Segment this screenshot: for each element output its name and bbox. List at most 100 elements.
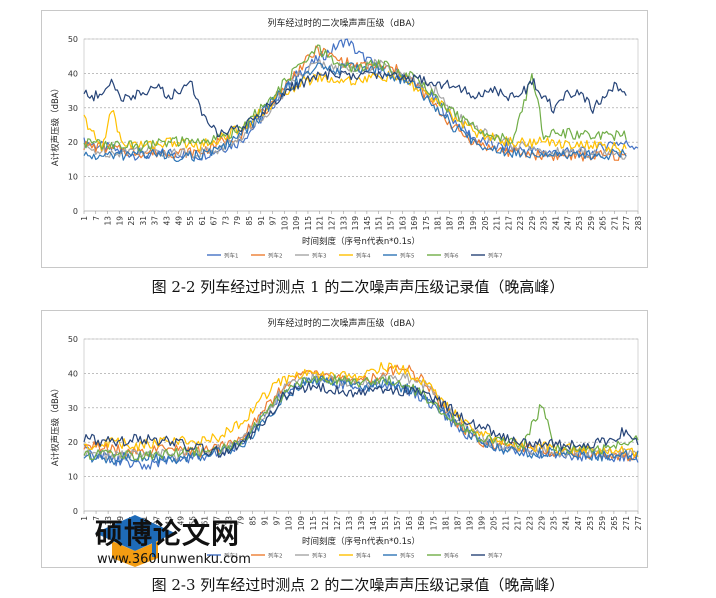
x-tick-label: 193 [465,516,474,531]
x-tick-label: 193 [457,216,466,231]
x-tick-label: 211 [502,516,511,531]
legend-item: 列车1 [207,552,239,560]
x-tick-label: 235 [550,516,559,531]
x-tick-label: 13 [104,216,113,226]
legend-label: 列车1 [224,252,239,260]
x-tick-label: 199 [469,216,478,231]
legend-label: 列车6 [444,552,459,560]
legend-label: 列车4 [356,552,371,560]
x-tick-label: 97 [273,516,282,526]
x-tick-label: 205 [489,516,498,531]
x-tick-label: 73 [221,216,230,226]
x-tick-label: 151 [375,216,384,231]
x-tick-label: 85 [245,216,254,226]
y-tick-label: 40 [68,69,78,78]
y-axis-label: A计权声压级（dBA） [50,384,61,466]
x-tick-label: 43 [164,516,173,526]
x-tick-label: 277 [622,216,631,231]
watermark-url: www.360lunwenku.com [97,552,251,567]
x-tick-label: 259 [598,516,607,531]
plot-area [83,338,639,512]
x-tick-label: 259 [587,216,596,231]
x-tick-label: 73 [225,516,234,526]
x-tick-label: 211 [493,216,502,231]
y-tick-label: 0 [73,507,78,516]
x-tick-label: 91 [257,216,266,226]
watermark-logo-icon [95,515,175,567]
x-tick-label: 271 [610,216,619,231]
x-tick-label: 25 [127,216,136,226]
legend-label: 列车2 [268,552,283,560]
legend-item: 列车6 [427,252,459,260]
x-tick-label: 127 [328,216,337,231]
x-tick-label: 109 [297,516,306,531]
y-tick-label: 10 [68,473,78,482]
x-tick-label: 157 [386,216,395,231]
x-tick-label: 61 [200,516,209,526]
x-tick-label: 109 [292,216,301,231]
y-tick-label: 30 [68,404,78,413]
x-tick-label: 121 [316,216,325,231]
legend-item: 列车2 [251,552,283,560]
legend-label: 列车2 [268,252,283,260]
legend-item: 列车2 [251,252,283,260]
x-tick-label: 175 [429,516,438,531]
legend-label: 列车6 [444,252,459,260]
x-tick-label: 19 [116,516,125,526]
legend-item: 列车4 [339,552,371,560]
x-tick-label: 139 [351,216,360,231]
x-axis-label: 时间刻度（序号n代表n*0.1s） [302,236,420,247]
series-line-6 [83,44,627,152]
x-tick-label: 181 [441,516,450,531]
legend-label: 列车5 [400,552,415,560]
x-tick-label: 121 [321,516,330,531]
x-tick-label: 217 [514,516,523,531]
legend-label: 列车1 [224,552,239,560]
x-tick-label: 19 [115,216,124,226]
x-tick-label: 7 [92,216,101,221]
x-tick-label: 283 [634,216,643,231]
y-tick-label: 30 [68,104,78,113]
legend-item: 列车7 [471,552,503,560]
series-line-7 [83,381,639,458]
chart-title: 列车经过时的二次噪声声压级（dBA） [267,317,420,329]
x-tick-label: 67 [210,216,219,226]
legend-item: 列车7 [471,252,503,260]
x-tick-label: 223 [516,216,525,231]
x-tick-label: 103 [285,516,294,531]
x-tick-label: 169 [410,216,419,231]
y-tick-label: 20 [68,138,78,147]
x-tick-label: 247 [574,516,583,531]
y-tick-label: 50 [68,35,78,44]
chart-1: 列车经过时的二次噪声声压级（dBA） 0 10 20 30 40 50 1 7 13 19 25 31 3… [41,10,648,268]
x-tick-label: 55 [186,216,195,226]
x-tick-label: 163 [398,216,407,231]
legend-label: 列车7 [488,252,503,260]
x-tick-label: 277 [634,516,643,531]
x-tick-label: 97 [269,216,278,226]
series-line-2 [83,364,639,462]
x-tick-label: 175 [422,216,431,231]
legend-item: 列车3 [295,552,327,560]
chart-title: 列车经过时的二次噪声声压级（dBA） [267,17,420,29]
x-tick-label: 49 [174,216,183,226]
y-tick-label: 0 [73,207,78,216]
x-tick-label: 241 [551,216,560,231]
x-tick-label: 235 [540,216,549,231]
x-tick-label: 157 [393,516,402,531]
y-tick-label: 50 [68,335,78,344]
x-tick-label: 145 [363,216,372,231]
x-axis-label: 时间刻度（序号n代表n*0.1s） [302,536,420,547]
x-tick-label: 265 [610,516,619,531]
legend-item: 列车5 [383,252,415,260]
x-tick-label: 187 [445,216,454,231]
x-tick-label: 151 [381,516,390,531]
x-tick-label: 13 [104,516,113,526]
y-tick-label: 20 [68,438,78,447]
series-line-5 [83,375,639,466]
series-line-7 [83,68,627,138]
x-tick-label: 7 [92,516,101,521]
legend-label: 列车4 [356,252,371,260]
x-tick-label: 127 [333,516,342,531]
